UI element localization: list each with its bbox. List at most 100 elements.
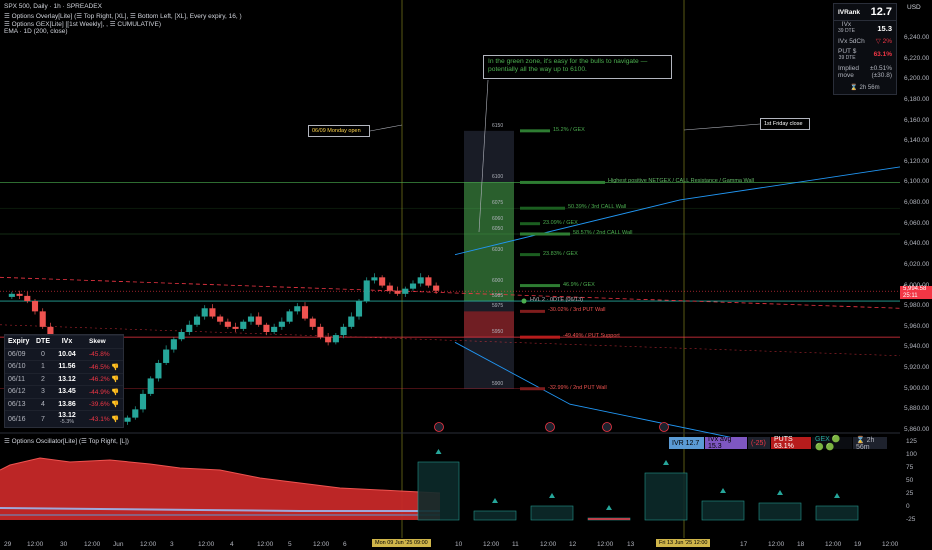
col-expiry: Expiry	[8, 338, 30, 346]
candle-body	[301, 306, 309, 319]
price-tick: 5,960.00	[904, 322, 930, 330]
gex-strike-label: 6050	[492, 226, 504, 232]
candle-body	[24, 295, 31, 302]
candle-body	[217, 316, 224, 322]
time-tick: 18	[797, 541, 805, 548]
candle-body	[294, 306, 301, 312]
cell-skew: -44.9% 👎	[89, 388, 120, 396]
gex-level-label: 46.9% / GEX	[563, 281, 595, 288]
candle-body	[8, 293, 15, 297]
indicator-ema[interactable]: EMA · 1D (200, close)	[4, 28, 68, 35]
candle-body	[209, 308, 216, 317]
candle-body	[155, 362, 162, 379]
candle-body	[317, 326, 324, 338]
oscillator-stat: ⌛ 2h 56m	[853, 437, 887, 451]
candle-body	[178, 332, 185, 340]
cell-dte: 0	[41, 350, 45, 358]
time-tick: 12:00	[483, 541, 500, 548]
event-icon	[545, 422, 555, 432]
time-tick: 12:00	[84, 541, 101, 548]
price-tick: 6,040.00	[904, 240, 930, 248]
cell-ivx: 10.04	[58, 350, 76, 358]
time-tick: 3	[170, 541, 174, 548]
cell-expiry: 06/12	[8, 388, 26, 396]
candle-body	[386, 285, 393, 291]
time-tick: 12:00	[825, 541, 842, 548]
gex-level-label: 50.39% / 3rd CALL Wall	[568, 204, 627, 211]
time-tick: 12:00	[198, 541, 215, 548]
time-tick: 6	[343, 541, 347, 548]
symbol-title[interactable]: SPX 500, Daily · 1h · SPREADEX	[4, 3, 102, 10]
time-tick: 12:00	[540, 541, 557, 548]
gex-strike-label: 6030	[492, 246, 504, 253]
put-dte: 39 DTE	[838, 54, 856, 61]
candle-body	[355, 301, 363, 317]
candle-body	[363, 280, 370, 302]
time-tick: 12	[569, 541, 577, 548]
candle-body	[124, 417, 131, 422]
oscillator-stat: GEX 🟢 🟢 🟢	[812, 436, 852, 451]
col-ivx: IVx	[61, 338, 73, 346]
trend-lines	[369, 79, 901, 441]
gex-zones	[464, 130, 514, 389]
cell-dte: 7	[41, 415, 45, 423]
col-dte: DTE	[36, 338, 50, 346]
candle-body	[139, 393, 147, 410]
oscillator-stat: PUTS 63.1%	[771, 436, 811, 450]
candle-body	[348, 316, 355, 327]
oscillator-stat: (-25)	[748, 437, 770, 449]
oscillator-stat: IVR 12.7	[669, 437, 704, 449]
time-tick: 12:00	[882, 541, 899, 548]
candle-body	[278, 321, 285, 327]
price-tag-value: 5,994.58	[903, 286, 927, 292]
gex-bar	[520, 180, 605, 184]
oscillator-title[interactable]: ☰ Options Oscillator[Lite] (☰ Top Right,…	[4, 438, 129, 445]
ivx5d-value: ▽ 2%	[875, 38, 892, 45]
indicator-overlay[interactable]: ☰ Options Overlay[Lite] (☰ Top Right, [X…	[4, 13, 242, 20]
candle-body	[240, 321, 247, 329]
candle-body	[39, 311, 46, 327]
cell-dte: 4	[41, 400, 45, 408]
candle-body	[193, 316, 201, 325]
gex-bar	[520, 232, 570, 236]
time-tick: 12:00	[768, 541, 785, 548]
currency-label[interactable]: USD	[907, 4, 921, 11]
time-tick: 13	[627, 541, 635, 548]
oscillator-tick: 125	[906, 438, 917, 445]
up-arrow-icon	[777, 490, 783, 495]
cell-ivx-sub: -5.3%	[59, 419, 75, 425]
price-tick: 6,120.00	[904, 157, 930, 165]
gex-strike-label: 5900	[492, 380, 504, 387]
time-tick: 12:00	[313, 541, 330, 548]
candle-body	[309, 318, 316, 327]
ivx-label: IVx	[841, 21, 852, 28]
put-value: 63.1%	[873, 51, 892, 58]
candle-body	[201, 308, 208, 317]
price-tag-countdown: 25:11	[903, 292, 918, 299]
indicator-gex[interactable]: ☰ Options GEX[Lite] [[1st Weekly], , ☰ C…	[4, 21, 161, 28]
implied-value: ±0.51% (±30.8)	[870, 65, 892, 79]
cell-ivx: 11.56	[58, 363, 76, 371]
price-tick: 6,100.00	[904, 178, 930, 186]
price-tick: 6,180.00	[904, 95, 930, 103]
gex-strike-label: 6075	[492, 200, 504, 207]
iv-table-header: Expiry DTE IVx Skew	[5, 335, 123, 348]
time-tick: 12:00	[257, 541, 274, 548]
put-row: PUT $39 DTE 63.1%	[834, 47, 896, 62]
table-row: 06/16 7 13.12 -5.3% -43.1% 👎	[5, 410, 123, 427]
gex-level-label: -32.99% / 2nd PUT Wall	[548, 384, 607, 391]
candle-body	[394, 290, 401, 294]
cell-skew: -46.5% 👎	[89, 363, 120, 371]
ivrank-label: IVRank	[838, 8, 861, 16]
hvl-marker	[521, 298, 527, 304]
cell-ivx: 13.86	[58, 400, 76, 408]
price-tick: 5,920.00	[904, 364, 930, 372]
gex-bars	[520, 129, 605, 391]
candle-body	[332, 335, 339, 343]
candle-body	[255, 316, 262, 325]
ema-line	[0, 276, 901, 309]
event-icon	[434, 422, 444, 432]
oscillator-tick: 50	[906, 477, 914, 484]
time-tick: 12:00	[140, 541, 157, 548]
oscillator-tick: 25	[906, 490, 914, 497]
